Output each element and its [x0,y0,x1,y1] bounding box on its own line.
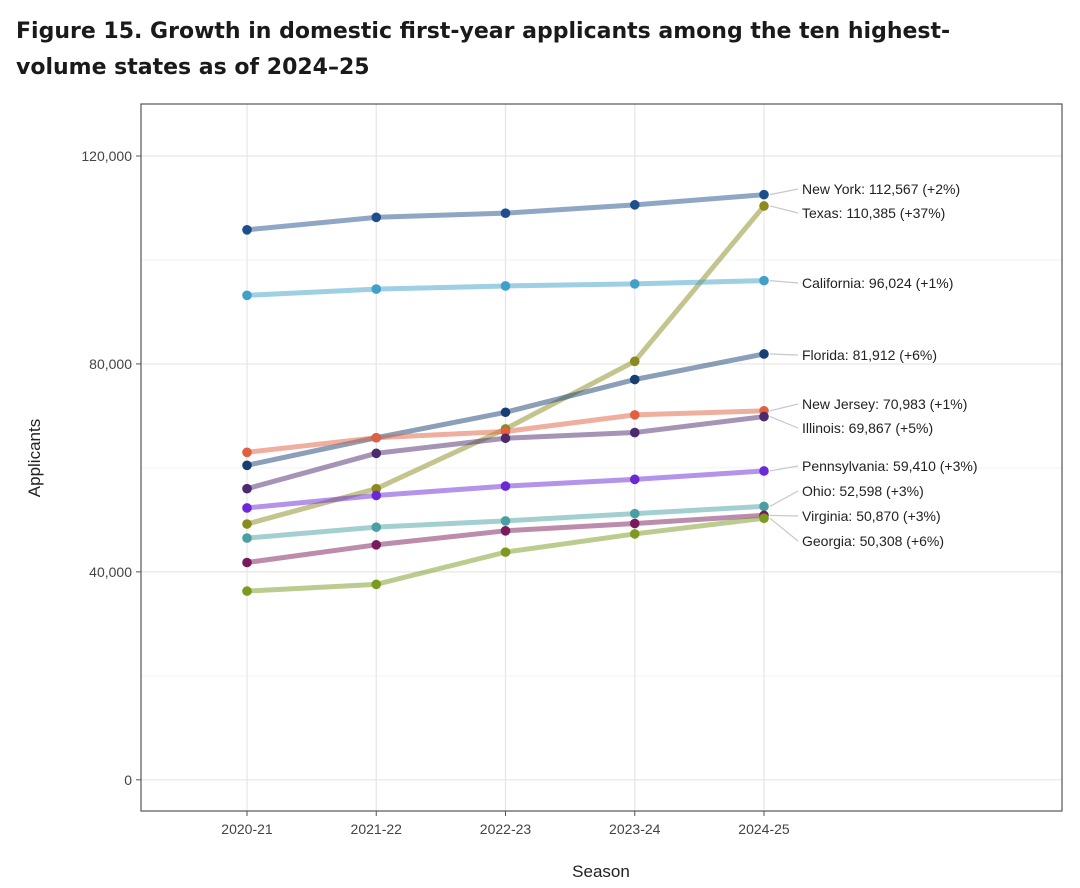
data-point-new-jersey [371,432,382,443]
data-point-new-jersey [629,410,640,420]
y-tick-label: 120,000 [81,148,132,164]
series-end-label: Pennsylvania: 59,410 (+3%) [802,458,978,474]
x-tick-label: 2020-21 [221,821,273,837]
data-point-pennsylvania [242,503,252,513]
data-point-california [500,281,511,291]
series-end-label: Virginia: 50,870 (+3%) [802,508,941,524]
y-tick-label: 80,000 [89,356,132,372]
data-point-california [629,279,640,289]
y-tick-label: 40,000 [89,564,132,580]
data-point-virginia [629,518,640,529]
y-tick-label: 0 [124,772,132,788]
label-connector [769,517,799,542]
data-point-new-york [242,225,252,235]
data-point-pennsylvania [500,481,511,491]
data-point-florida [242,460,252,471]
label-connector [769,514,799,517]
data-point-new-jersey [500,426,511,437]
data-point-georgia [371,579,382,590]
series-end-label: Florida: 81,912 (+6%) [802,347,937,363]
x-axis-title: Season [572,862,630,881]
x-tick-label: 2023-24 [609,821,661,837]
series-end-label: Texas: 110,385 (+37%) [802,205,945,221]
data-point-ohio [371,522,382,532]
data-point-california [242,290,252,301]
data-point-virginia [500,525,511,536]
data-point-new-york [500,208,511,218]
data-point-virginia [242,557,252,568]
series-end-label: New Jersey: 70,983 (+1%) [802,396,967,412]
data-point-pennsylvania [629,474,640,485]
data-point-california [759,275,769,286]
data-point-new-york [371,212,382,223]
data-point-texas [242,519,252,529]
data-point-ohio [759,501,769,512]
series-end-label: Illinois: 69,867 (+5%) [802,420,933,436]
data-point-texas [371,483,382,494]
label-connector [769,280,799,284]
x-tick-label: 2022-23 [480,821,532,837]
data-point-pennsylvania [759,466,769,476]
label-connector [769,205,799,214]
label-connector [769,188,799,196]
figure-title: Figure 15. Growth in domestic first-year… [16,19,951,80]
data-point-ohio [629,508,640,519]
series-end-label: California: 96,024 (+1%) [802,275,953,291]
data-point-georgia [500,547,511,557]
data-point-texas [759,201,769,211]
label-connector [769,353,799,356]
data-point-pennsylvania [371,490,382,501]
y-axis-title: Applicants [25,419,44,497]
x-tick-label: 2024-25 [738,821,790,837]
label-connector [769,465,799,472]
data-point-illinois [629,427,640,438]
data-point-florida [629,374,640,385]
data-point-georgia [242,586,252,596]
series-end-label: Ohio: 52,598 (+3%) [802,483,924,499]
label-connector [769,490,799,507]
data-point-california [371,284,382,294]
label-connector [769,403,799,412]
data-point-illinois [759,411,769,422]
data-point-florida [759,349,769,359]
data-point-illinois [371,448,382,459]
data-point-georgia [759,513,769,524]
data-point-ohio [500,516,511,526]
data-point-new-jersey [242,447,252,458]
data-point-florida [500,407,511,418]
data-point-georgia [629,529,640,539]
series-end-label: Georgia: 50,308 (+6%) [802,533,944,549]
label-connector [769,416,799,429]
data-point-new-york [629,200,640,210]
data-point-texas [629,356,640,367]
data-point-virginia [371,540,382,550]
data-point-ohio [242,533,252,543]
plot-panel-border [140,103,1063,812]
data-point-illinois [500,433,511,444]
series-end-label: New York: 112,567 (+2%) [802,181,960,197]
data-point-new-york [759,189,769,200]
x-tick-label: 2021-22 [351,821,403,837]
data-point-illinois [242,483,252,494]
